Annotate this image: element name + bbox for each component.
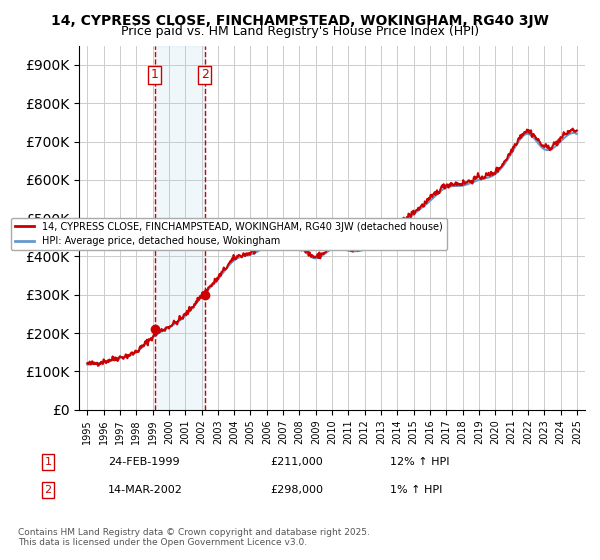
Text: 2: 2 — [44, 485, 52, 495]
Text: 14-MAR-2002: 14-MAR-2002 — [108, 485, 183, 495]
Text: £298,000: £298,000 — [270, 485, 323, 495]
Text: Price paid vs. HM Land Registry's House Price Index (HPI): Price paid vs. HM Land Registry's House … — [121, 25, 479, 38]
Text: 1% ↑ HPI: 1% ↑ HPI — [390, 485, 442, 495]
Text: 2: 2 — [201, 68, 209, 81]
Text: Contains HM Land Registry data © Crown copyright and database right 2025.
This d: Contains HM Land Registry data © Crown c… — [18, 528, 370, 547]
Text: 24-FEB-1999: 24-FEB-1999 — [108, 457, 179, 467]
Legend: 14, CYPRESS CLOSE, FINCHAMPSTEAD, WOKINGHAM, RG40 3JW (detached house), HPI: Ave: 14, CYPRESS CLOSE, FINCHAMPSTEAD, WOKING… — [11, 218, 446, 250]
Text: £211,000: £211,000 — [270, 457, 323, 467]
Bar — [155, 46, 205, 409]
Text: 12% ↑ HPI: 12% ↑ HPI — [390, 457, 449, 467]
Text: 1: 1 — [151, 68, 159, 81]
Text: 14, CYPRESS CLOSE, FINCHAMPSTEAD, WOKINGHAM, RG40 3JW: 14, CYPRESS CLOSE, FINCHAMPSTEAD, WOKING… — [51, 14, 549, 28]
Text: 1: 1 — [44, 457, 52, 467]
